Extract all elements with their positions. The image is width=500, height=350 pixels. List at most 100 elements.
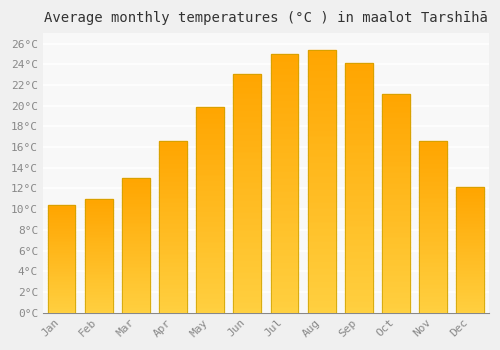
Bar [345, 113, 373, 119]
Bar [456, 234, 484, 238]
Bar [270, 145, 298, 151]
Bar [345, 219, 373, 225]
Bar [345, 107, 373, 113]
Bar [122, 215, 150, 218]
Bar [196, 230, 224, 236]
Bar [196, 297, 224, 302]
Bar [48, 248, 76, 251]
Bar [270, 151, 298, 158]
Bar [308, 214, 336, 220]
Bar [456, 253, 484, 256]
Bar [159, 227, 187, 231]
Bar [345, 206, 373, 213]
Bar [122, 185, 150, 188]
Bar [48, 205, 76, 313]
Bar [48, 307, 76, 310]
Bar [48, 229, 76, 232]
Bar [159, 265, 187, 270]
Bar [270, 67, 298, 73]
Bar [234, 145, 262, 151]
Bar [419, 180, 447, 184]
Bar [308, 50, 336, 313]
Bar [308, 227, 336, 234]
Bar [234, 127, 262, 133]
Bar [122, 269, 150, 272]
Bar [159, 175, 187, 180]
Bar [159, 244, 187, 248]
Bar [308, 89, 336, 96]
Bar [122, 178, 150, 181]
Bar [308, 188, 336, 194]
Bar [270, 164, 298, 170]
Bar [234, 205, 262, 211]
Bar [456, 303, 484, 306]
Bar [234, 193, 262, 199]
Bar [308, 273, 336, 280]
Bar [122, 188, 150, 191]
Bar [85, 222, 112, 224]
Bar [122, 178, 150, 313]
Bar [270, 274, 298, 280]
Bar [345, 225, 373, 232]
Bar [234, 187, 262, 193]
Bar [382, 231, 410, 236]
Bar [456, 300, 484, 303]
Bar [159, 257, 187, 261]
Bar [419, 145, 447, 149]
Bar [345, 182, 373, 188]
Bar [234, 259, 262, 265]
Bar [345, 288, 373, 294]
Bar [122, 232, 150, 235]
Bar [382, 253, 410, 258]
Bar [196, 184, 224, 189]
Bar [48, 288, 76, 291]
Bar [456, 238, 484, 241]
Bar [345, 244, 373, 250]
Bar [122, 286, 150, 289]
Bar [122, 256, 150, 259]
Bar [419, 210, 447, 214]
Bar [234, 91, 262, 98]
Bar [159, 231, 187, 235]
Bar [308, 63, 336, 70]
Bar [456, 187, 484, 190]
Bar [419, 223, 447, 227]
Bar [48, 283, 76, 286]
Bar [456, 197, 484, 200]
Bar [48, 221, 76, 224]
Bar [122, 252, 150, 256]
Bar [85, 253, 112, 256]
Bar [382, 94, 410, 100]
Bar [419, 278, 447, 282]
Bar [382, 280, 410, 285]
Bar [159, 149, 187, 154]
Bar [196, 204, 224, 210]
Bar [456, 269, 484, 272]
Bar [196, 287, 224, 292]
Bar [382, 116, 410, 121]
Bar [456, 231, 484, 235]
Bar [196, 266, 224, 272]
Bar [48, 267, 76, 270]
Bar [419, 201, 447, 205]
Bar [456, 203, 484, 206]
Bar [234, 277, 262, 283]
Bar [48, 286, 76, 288]
Bar [270, 293, 298, 300]
Bar [196, 251, 224, 256]
Bar [308, 181, 336, 188]
Bar [85, 247, 112, 250]
Bar [234, 139, 262, 145]
Bar [382, 241, 410, 247]
Bar [122, 235, 150, 239]
Bar [234, 181, 262, 187]
Bar [270, 112, 298, 119]
Bar [270, 86, 298, 93]
Bar [234, 85, 262, 91]
Bar [85, 293, 112, 295]
Bar [122, 293, 150, 296]
Bar [419, 304, 447, 308]
Bar [196, 189, 224, 194]
Bar [196, 153, 224, 158]
Bar [270, 261, 298, 267]
